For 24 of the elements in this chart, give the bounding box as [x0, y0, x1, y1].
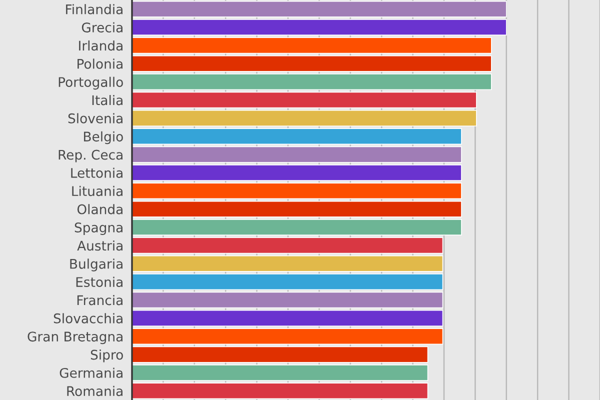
y-tick-label: Rep. Ceca: [58, 150, 122, 162]
y-tick-label: Lituania: [72, 186, 122, 196]
y-tick-label: Polonia: [78, 58, 122, 69]
y-tick-label: Francia: [77, 294, 122, 306]
y-tick-label: Slovenia: [68, 113, 122, 124]
y-tick-label: Germania: [60, 368, 122, 378]
y-tick-label: Gran Bretagna: [28, 332, 122, 344]
y-tick-label: Bulgaria: [70, 258, 122, 272]
y-tick-label: Portogallo: [58, 76, 123, 90]
y-tick-label: Olanda: [77, 204, 122, 214]
y-tick-label: Slovacchia: [54, 313, 122, 324]
y-tick-label: Italia: [92, 94, 122, 106]
y-tick-label: Romania: [67, 386, 122, 396]
y-tick-label: Grecia: [82, 22, 122, 32]
y-tick-label: Austria: [77, 240, 122, 251]
y-tick-label: Sipro: [90, 350, 123, 362]
y-tick-label: Estonia: [76, 276, 122, 288]
y-tick-label: Irlanda: [79, 40, 122, 51]
y-tick-label: Finlandia: [66, 4, 122, 14]
y-tick-label: Lettonia: [71, 168, 122, 178]
y-tick-label: Spagna: [74, 222, 122, 236]
y-tick-label: Belgio: [84, 131, 123, 144]
bar: [132, 92, 477, 108]
bar: [132, 292, 444, 308]
